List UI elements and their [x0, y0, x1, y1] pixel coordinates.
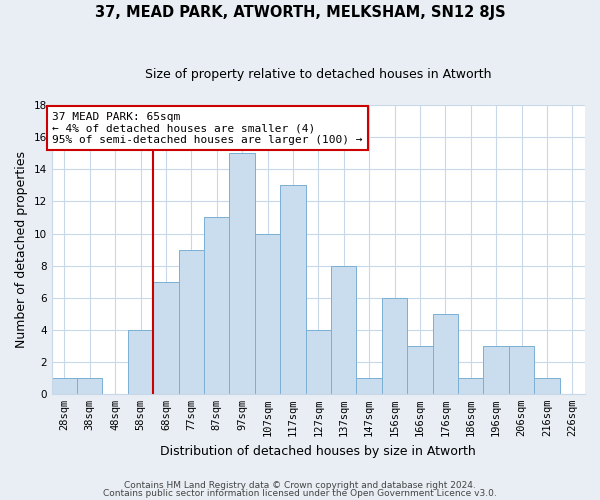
Bar [128, 330, 153, 394]
Bar [229, 154, 255, 394]
Bar [179, 250, 204, 394]
Bar [484, 346, 509, 394]
Bar [280, 186, 305, 394]
Bar [52, 378, 77, 394]
Text: 37, MEAD PARK, ATWORTH, MELKSHAM, SN12 8JS: 37, MEAD PARK, ATWORTH, MELKSHAM, SN12 8… [95, 5, 505, 20]
Bar [433, 314, 458, 394]
Text: Contains public sector information licensed under the Open Government Licence v3: Contains public sector information licen… [103, 488, 497, 498]
Text: Contains HM Land Registry data © Crown copyright and database right 2024.: Contains HM Land Registry data © Crown c… [124, 481, 476, 490]
Bar [407, 346, 433, 394]
X-axis label: Distribution of detached houses by size in Atworth: Distribution of detached houses by size … [160, 444, 476, 458]
Bar [77, 378, 103, 394]
Bar [255, 234, 280, 394]
Bar [509, 346, 534, 394]
Bar [382, 298, 407, 394]
Text: 37 MEAD PARK: 65sqm
← 4% of detached houses are smaller (4)
95% of semi-detached: 37 MEAD PARK: 65sqm ← 4% of detached hou… [52, 112, 362, 145]
Bar [331, 266, 356, 394]
Bar [356, 378, 382, 394]
Bar [153, 282, 179, 394]
Bar [534, 378, 560, 394]
Y-axis label: Number of detached properties: Number of detached properties [15, 151, 28, 348]
Bar [458, 378, 484, 394]
Bar [204, 218, 229, 394]
Bar [305, 330, 331, 394]
Title: Size of property relative to detached houses in Atworth: Size of property relative to detached ho… [145, 68, 491, 80]
